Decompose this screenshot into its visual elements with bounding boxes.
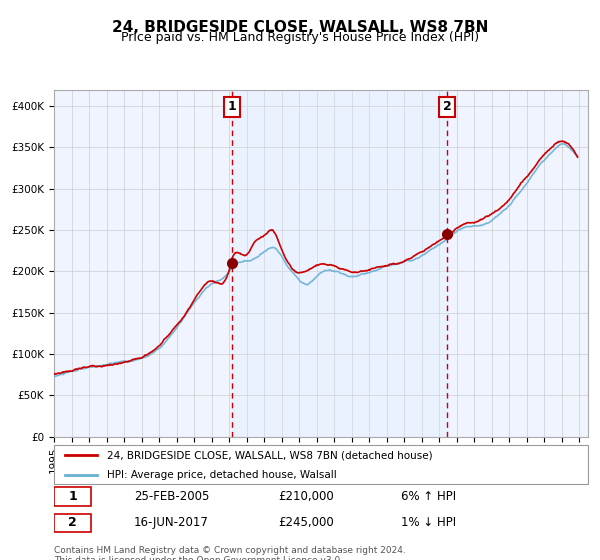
Text: 6% ↑ HPI: 6% ↑ HPI — [401, 490, 456, 503]
Text: £210,000: £210,000 — [278, 490, 334, 503]
Text: 1: 1 — [227, 100, 236, 114]
Text: 2: 2 — [68, 516, 77, 529]
FancyBboxPatch shape — [54, 487, 91, 506]
Text: 24, BRIDGESIDE CLOSE, WALSALL, WS8 7BN (detached house): 24, BRIDGESIDE CLOSE, WALSALL, WS8 7BN (… — [107, 450, 433, 460]
Text: 2: 2 — [443, 100, 451, 114]
Text: Price paid vs. HM Land Registry's House Price Index (HPI): Price paid vs. HM Land Registry's House … — [121, 31, 479, 44]
FancyBboxPatch shape — [54, 514, 91, 532]
Text: 24, BRIDGESIDE CLOSE, WALSALL, WS8 7BN: 24, BRIDGESIDE CLOSE, WALSALL, WS8 7BN — [112, 20, 488, 35]
Text: HPI: Average price, detached house, Walsall: HPI: Average price, detached house, Wals… — [107, 470, 337, 479]
Text: £245,000: £245,000 — [278, 516, 334, 529]
Text: 1: 1 — [68, 490, 77, 503]
Bar — [232, 90, 447, 437]
FancyBboxPatch shape — [54, 445, 588, 484]
Text: 25-FEB-2005: 25-FEB-2005 — [134, 490, 209, 503]
Text: 1% ↓ HPI: 1% ↓ HPI — [401, 516, 456, 529]
Text: Contains HM Land Registry data © Crown copyright and database right 2024.
This d: Contains HM Land Registry data © Crown c… — [54, 546, 406, 560]
Text: 16-JUN-2017: 16-JUN-2017 — [134, 516, 209, 529]
